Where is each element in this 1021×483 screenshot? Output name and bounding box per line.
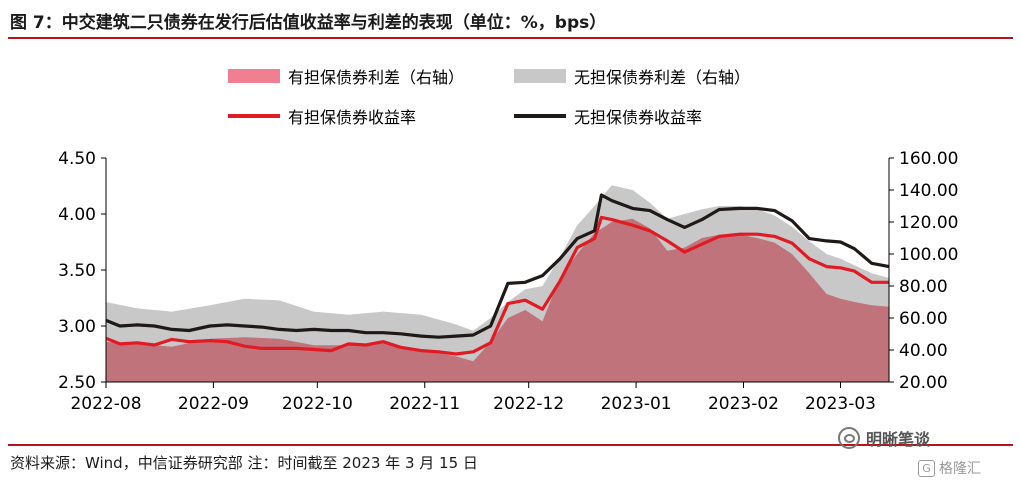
x-tick-label: 2023-02 (708, 394, 779, 414)
chart-axes: 2.50 3.00 3.50 4.00 4.50 20.00 40.00 60.00 80.00… (58, 149, 958, 414)
watermark-secondary-text: 格隆汇 (939, 461, 981, 477)
figure-title: 图 7：中交建筑二只债券在发行后估值收益率与利差的表现（单位：%，bps） (10, 13, 607, 33)
left-tick-label: 3.00 (58, 317, 96, 337)
source-note: 资料来源：Wind，中信证券研究部 注：时间截至 2023 年 3 月 15 日 (10, 454, 478, 472)
source-rule (8, 444, 1013, 446)
left-tick-label: 4.00 (58, 205, 96, 225)
legend-item-secured-yield: 有担保债券收益率 (228, 104, 416, 128)
gelonghui-logo-icon: G (918, 459, 935, 477)
legend-swatch-unsecured-yield (514, 114, 566, 118)
x-tick-label: 2022-12 (493, 394, 564, 414)
right-tick-label: 40.00 (899, 341, 948, 361)
unsecured-yield-line (105, 193, 890, 339)
legend-label-unsecured-spread: 无担保债券利差（右轴） (574, 68, 751, 87)
right-tick-label: 60.00 (899, 309, 948, 329)
right-tick-label: 120.00 (899, 213, 958, 233)
legend-label-secured-yield: 有担保债券收益率 (288, 108, 417, 127)
yield-lines (105, 193, 890, 356)
chart-legend: 有担保债券利差（右轴） 无担保债券利差（右轴） 有担保债券收益率 无担保债券收益… (228, 64, 828, 134)
legend-item-unsecured-yield: 无担保债券收益率 (514, 104, 702, 128)
x-tick-label: 2022-11 (389, 394, 460, 414)
x-tick-label: 2023-03 (805, 394, 876, 414)
right-tick-label: 80.00 (899, 277, 948, 297)
spread-areas (106, 185, 889, 382)
secured-yield-line (105, 215, 889, 356)
right-tick-label: 140.00 (899, 181, 958, 201)
legend-swatch-secured-yield (228, 114, 280, 118)
legend-swatch-unsecured-spread (514, 69, 566, 83)
yield-spread-chart: 2.50 3.00 3.50 4.00 4.50 20.00 40.00 60.00 80.00… (58, 149, 958, 414)
legend-label-secured-spread: 有担保债券利差（右轴） (288, 68, 465, 87)
legend-label-unsecured-yield: 无担保债券收益率 (574, 108, 703, 127)
legend-swatch-secured-spread (228, 69, 280, 83)
wechat-icon (838, 427, 860, 449)
watermark-primary: 明晰笔谈 (838, 426, 930, 450)
watermark-secondary: G 格隆汇 (918, 458, 981, 478)
watermark-primary-text: 明晰笔谈 (866, 430, 931, 449)
x-tick-label: 2023-01 (601, 394, 672, 414)
left-tick-label: 4.50 (58, 149, 96, 169)
legend-item-secured-spread: 有担保债券利差（右轴） (228, 64, 464, 88)
x-tick-label: 2022-10 (282, 394, 353, 414)
left-tick-label: 3.50 (58, 261, 96, 281)
secured-spread-area (106, 218, 889, 382)
right-tick-label: 160.00 (899, 149, 958, 169)
x-tick-label: 2022-08 (70, 394, 141, 414)
title-rule (8, 37, 1013, 39)
left-tick-label: 2.50 (58, 373, 96, 393)
legend-item-unsecured-spread: 无担保债券利差（右轴） (514, 64, 750, 88)
x-tick-label: 2022-09 (178, 394, 249, 414)
right-tick-label: 100.00 (899, 245, 958, 265)
right-tick-label: 20.00 (899, 373, 948, 393)
